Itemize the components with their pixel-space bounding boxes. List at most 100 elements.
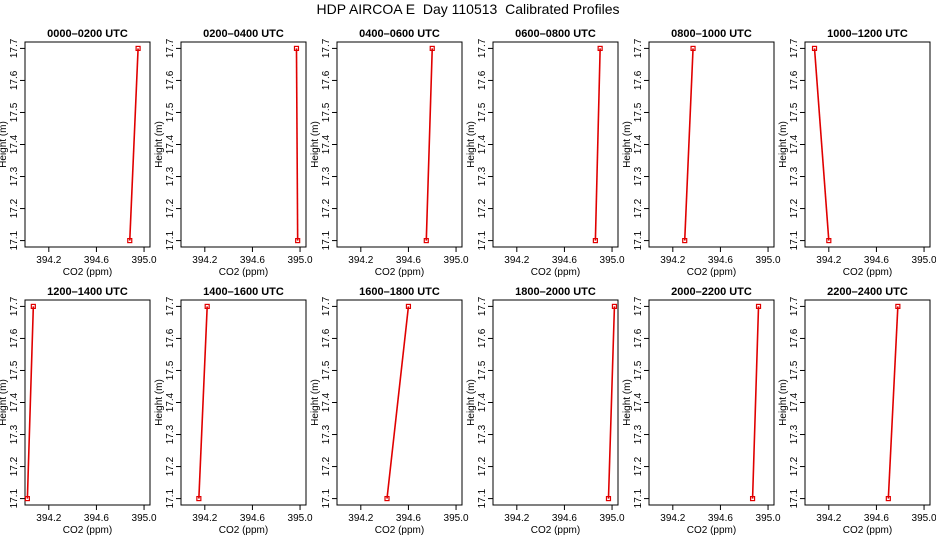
y-tick-label: 17.3 <box>633 424 644 444</box>
x-tick-label: 394.6 <box>864 513 889 524</box>
y-tick-label: 17.7 <box>321 296 332 316</box>
x-axis-title: CO2 (ppm) <box>219 525 268 536</box>
y-tick-label: 17.1 <box>789 488 800 508</box>
profile-line <box>751 306 760 499</box>
profile-line <box>594 48 601 241</box>
y-tick-label: 17.3 <box>165 166 176 186</box>
profile-line <box>813 48 830 241</box>
profile-point <box>811 45 818 52</box>
profile-point <box>295 237 301 244</box>
y-axis-title: Height (m) <box>154 121 165 168</box>
profile-point <box>384 495 390 502</box>
y-tick-label: 17.3 <box>321 424 332 444</box>
x-tick-label: 395.0 <box>132 255 157 266</box>
profile-panel: 1400–1600 UTC 394.2 394.6 395.0 17.1 17.2 17.3… <box>154 286 313 536</box>
x-tick-label: 394.2 <box>36 513 61 524</box>
y-tick-label: 17.4 <box>789 392 800 412</box>
x-axis-title: CO2 (ppm) <box>375 267 424 278</box>
y-tick-label: 17.4 <box>633 392 644 412</box>
profile-line <box>295 48 299 241</box>
y-tick-label: 17.5 <box>789 360 800 380</box>
profile-point <box>127 237 133 244</box>
y-tick-label: 17.2 <box>633 456 644 476</box>
y-tick-label: 17.1 <box>321 488 332 508</box>
x-tick-label: 394.6 <box>552 255 577 266</box>
y-tick-label: 17.1 <box>789 230 800 250</box>
y-tick-label: 17.1 <box>9 488 20 508</box>
profile-point <box>135 45 141 52</box>
y-tick-label: 17.6 <box>477 328 488 348</box>
y-tick-label: 17.7 <box>633 296 644 316</box>
plot-frame <box>336 299 463 506</box>
x-tick-label: 395.0 <box>756 255 781 266</box>
x-tick-label: 394.6 <box>240 255 265 266</box>
profile-point <box>826 237 832 244</box>
y-tick-label: 17.6 <box>165 328 176 348</box>
panel-title: 0200–0400 UTC <box>203 28 284 40</box>
y-tick-label: 17.2 <box>321 456 332 476</box>
y-tick-label: 17.4 <box>633 134 644 154</box>
y-tick-label: 17.6 <box>165 70 176 90</box>
y-tick-label: 17.7 <box>9 38 20 58</box>
y-tick-label: 17.5 <box>165 360 176 380</box>
profile-point <box>592 237 598 244</box>
profile-line <box>26 306 35 499</box>
x-axis-title: CO2 (ppm) <box>63 267 112 278</box>
x-axis-title: CO2 (ppm) <box>375 525 424 536</box>
x-tick-label: 395.0 <box>756 513 781 524</box>
x-tick-label: 394.6 <box>708 513 733 524</box>
y-tick-label: 17.2 <box>165 456 176 476</box>
profile-point <box>895 303 901 310</box>
x-tick-label: 394.2 <box>660 513 685 524</box>
plot-frame <box>648 41 775 248</box>
y-tick-label: 17.4 <box>321 392 332 412</box>
y-tick-label: 17.1 <box>165 230 176 250</box>
x-axis-title: CO2 (ppm) <box>219 267 268 278</box>
x-tick-label: 395.0 <box>600 255 625 266</box>
y-tick-label: 17.5 <box>477 360 488 380</box>
y-tick-label: 17.7 <box>477 296 488 316</box>
panel-title: 2200–2400 UTC <box>827 286 908 298</box>
y-tick-label: 17.4 <box>9 134 20 154</box>
profile-panel: 1600–1800 UTC 394.2 394.6 395.0 17.1 17.2 17.3… <box>310 286 469 536</box>
x-tick-label: 395.0 <box>912 255 936 266</box>
y-tick-label: 17.7 <box>789 296 800 316</box>
x-tick-label: 394.6 <box>708 255 733 266</box>
y-tick-label: 17.2 <box>9 198 20 218</box>
y-tick-label: 17.4 <box>321 134 332 154</box>
plot-frame <box>24 299 151 506</box>
y-tick-label: 17.1 <box>477 488 488 508</box>
x-tick-label: 394.2 <box>36 255 61 266</box>
profile-panel: 0400–0600 UTC 394.2 394.6 395.0 17.1 17.2 17.3… <box>310 28 469 278</box>
plot-frame <box>492 299 619 506</box>
y-tick-label: 17.2 <box>633 198 644 218</box>
y-tick-label: 17.5 <box>9 102 20 122</box>
x-tick-label: 394.2 <box>816 513 841 524</box>
panel-title: 1600–1800 UTC <box>359 286 440 298</box>
y-axis-title: Height (m) <box>154 379 165 426</box>
y-axis-title: Height (m) <box>466 121 477 168</box>
profile-point <box>682 237 688 244</box>
profile-panel: 2000–2200 UTC 394.2 394.6 395.0 17.1 17.2 17.3… <box>622 286 781 536</box>
y-tick-label: 17.4 <box>165 134 176 154</box>
y-tick-label: 17.6 <box>789 328 800 348</box>
x-tick-label: 394.2 <box>192 255 217 266</box>
x-tick-label: 394.2 <box>348 255 373 266</box>
profile-point <box>405 303 412 310</box>
y-tick-label: 17.6 <box>9 328 20 348</box>
y-tick-label: 17.3 <box>9 166 20 186</box>
y-tick-label: 17.5 <box>789 102 800 122</box>
y-tick-label: 17.6 <box>9 70 20 90</box>
y-tick-label: 17.6 <box>633 70 644 90</box>
x-tick-label: 394.6 <box>84 513 109 524</box>
y-tick-label: 17.5 <box>9 360 20 380</box>
profile-line <box>128 48 139 241</box>
x-tick-label: 394.6 <box>396 513 421 524</box>
profile-line <box>198 306 208 499</box>
y-tick-label: 17.3 <box>633 166 644 186</box>
x-axis-title: CO2 (ppm) <box>687 525 736 536</box>
x-tick-label: 395.0 <box>444 513 469 524</box>
profile-point <box>597 45 603 52</box>
x-tick-label: 394.6 <box>864 255 889 266</box>
